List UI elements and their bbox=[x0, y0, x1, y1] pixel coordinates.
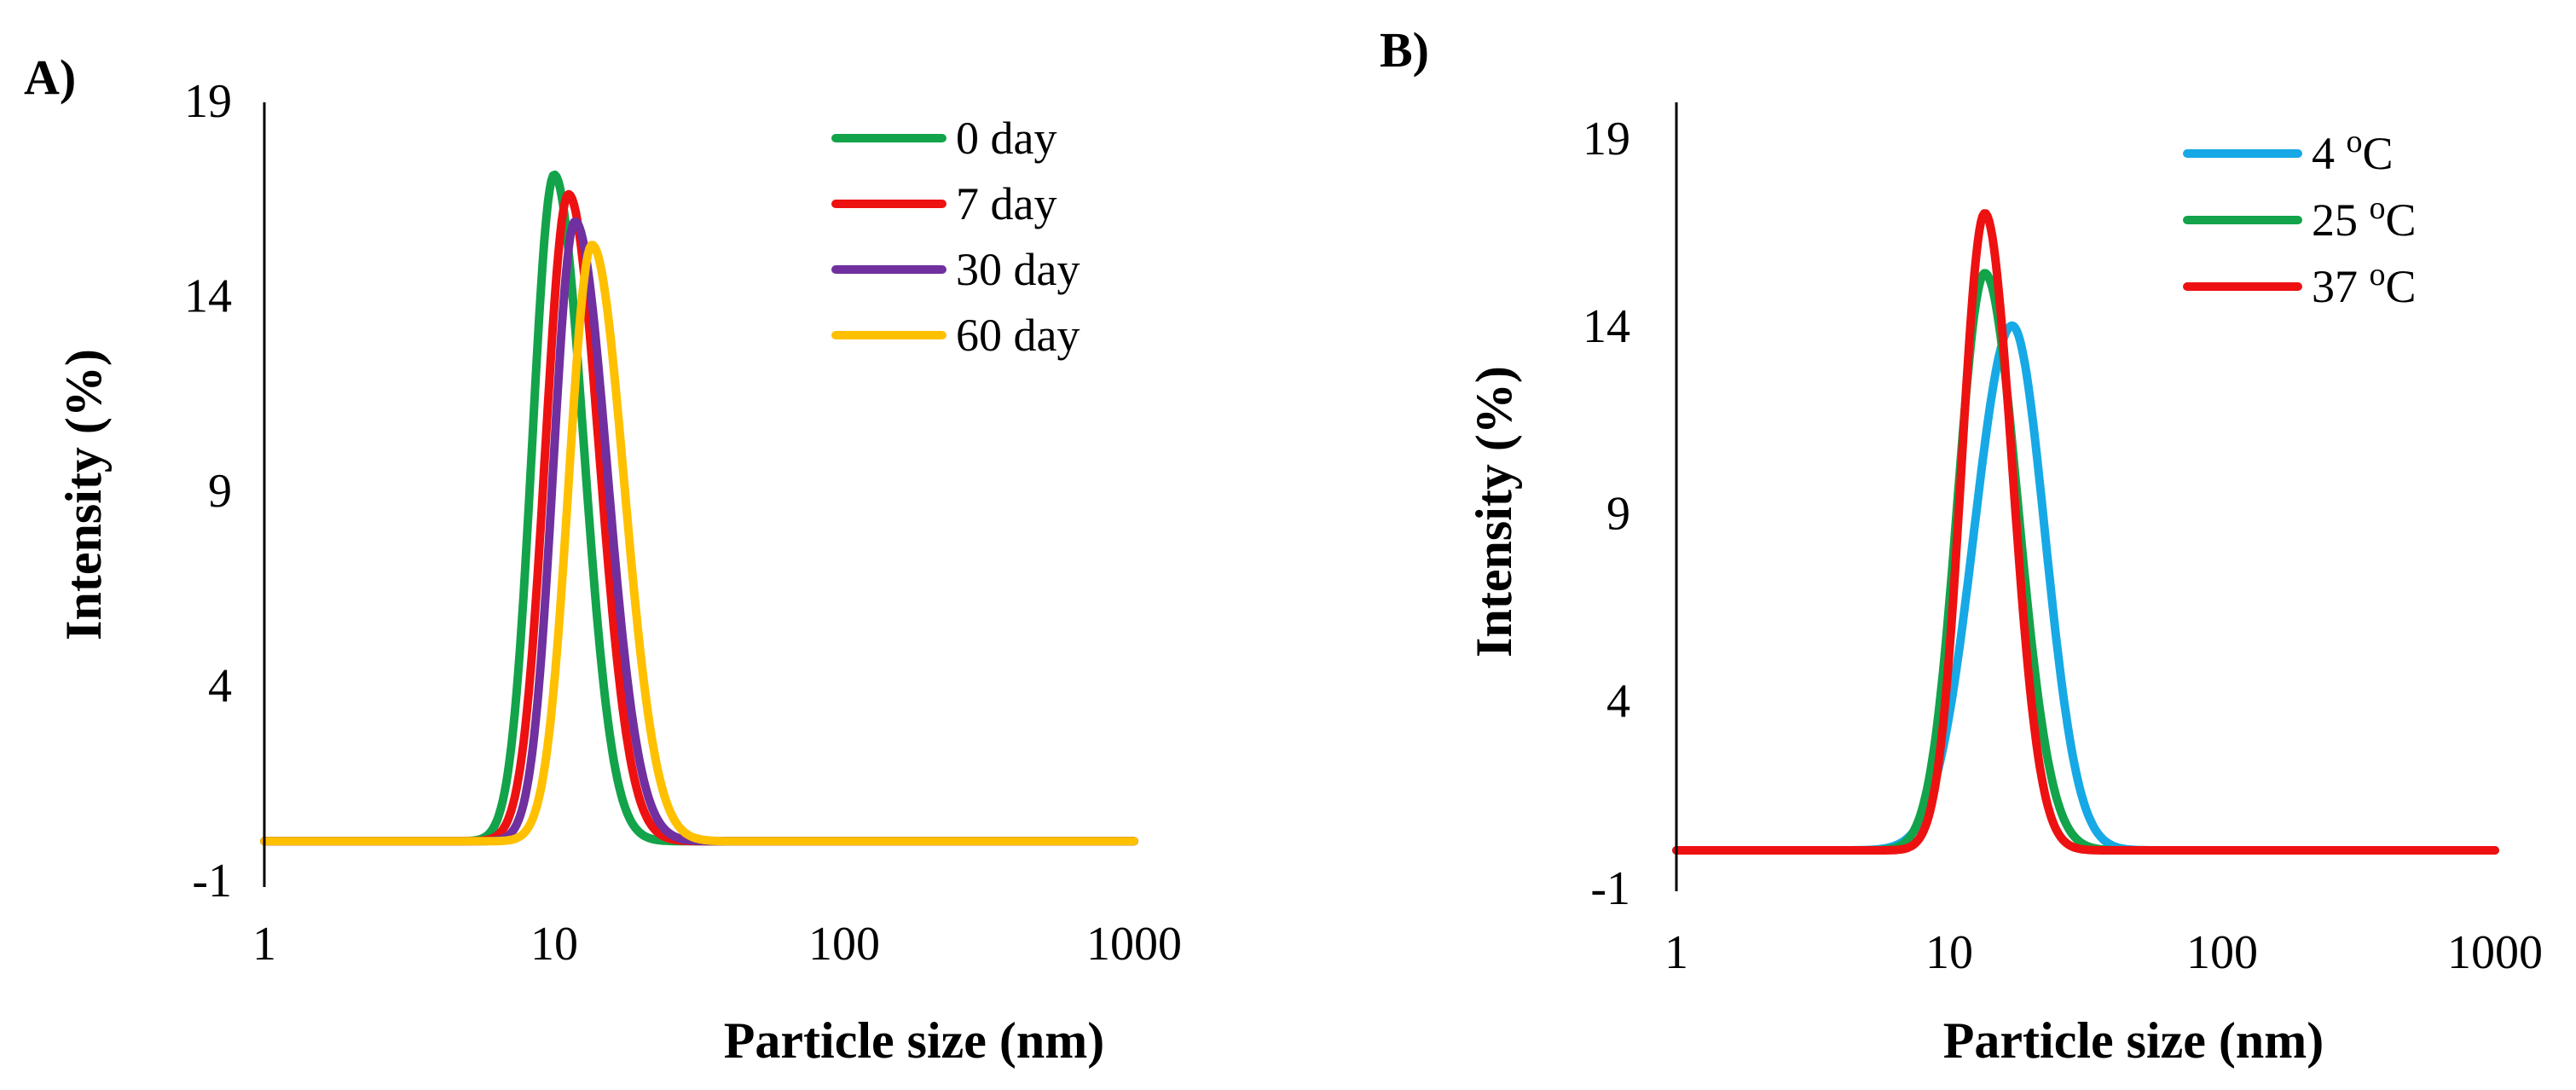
legend-label: 25 oC bbox=[2312, 190, 2417, 246]
y-tick-label: 14 bbox=[184, 270, 232, 323]
x-tick-label: 1000 bbox=[1086, 918, 1182, 971]
panel-label-b: B) bbox=[1380, 22, 1429, 78]
y-tick-label: 19 bbox=[1583, 113, 1630, 165]
series-lines-a bbox=[260, 171, 1138, 846]
legend-label: 7 day bbox=[956, 178, 1056, 229]
y-tick-label: 14 bbox=[1583, 300, 1630, 353]
x-tick-labels-a: 1 10 100 1000 bbox=[252, 918, 1182, 971]
series-lines-b bbox=[1672, 209, 2499, 855]
series-line-25-c bbox=[1672, 269, 2499, 855]
y-tick-labels-b: -1 4 9 14 19 bbox=[1583, 113, 1630, 915]
x-tick-label: 10 bbox=[530, 918, 578, 971]
y-tick-label: -1 bbox=[1590, 862, 1630, 915]
x-axis-title-b: Particle size (nm) bbox=[1943, 1012, 2324, 1069]
panel-label-a: A) bbox=[24, 49, 76, 105]
x-tick-label: 1 bbox=[1664, 926, 1688, 979]
y-tick-label: -1 bbox=[192, 855, 232, 907]
y-tick-label: 9 bbox=[1606, 488, 1630, 541]
series-line-4-c bbox=[1672, 321, 2499, 855]
legend-b: 4 oC 25 oC 37 oC bbox=[2183, 124, 2417, 312]
x-tick-labels-b: 1 10 100 1000 bbox=[1664, 926, 2543, 979]
y-tick-labels-a: -1 4 9 14 19 bbox=[184, 75, 232, 907]
x-axis-title-a: Particle size (nm) bbox=[724, 1012, 1104, 1069]
legend-label: 0 day bbox=[956, 113, 1056, 164]
y-axis-title-b: Intensity (%) bbox=[1466, 366, 1522, 658]
legend-label: 37 oC bbox=[2312, 257, 2417, 312]
series-line-37-c bbox=[1672, 209, 2499, 855]
y-axis-title-a: Intensity (%) bbox=[55, 349, 112, 641]
series-line-60-day bbox=[260, 241, 1138, 846]
legend-label: 30 day bbox=[956, 244, 1080, 295]
y-tick-label: 4 bbox=[208, 660, 232, 713]
y-tick-label: 4 bbox=[1606, 675, 1630, 728]
chart-panel-b: B) -1 4 9 14 19 1 10 100 1000 Particle size (nm… bbox=[1380, 22, 2543, 1069]
chart-panel-a: A) -1 4 9 14 19 1 10 100 1000 Particle size (nm… bbox=[24, 49, 1182, 1069]
legend-label: 4 oC bbox=[2312, 124, 2394, 179]
legend-label: 60 day bbox=[956, 310, 1080, 361]
x-tick-label: 100 bbox=[808, 918, 880, 971]
x-tick-label: 1000 bbox=[2447, 926, 2543, 979]
y-tick-label: 19 bbox=[184, 75, 232, 128]
x-tick-label: 1 bbox=[252, 918, 276, 971]
y-tick-label: 9 bbox=[208, 465, 232, 518]
x-tick-label: 100 bbox=[2186, 926, 2258, 979]
x-tick-label: 10 bbox=[1925, 926, 1973, 979]
legend-a: 0 day 7 day 30 day 60 day bbox=[831, 113, 1080, 361]
